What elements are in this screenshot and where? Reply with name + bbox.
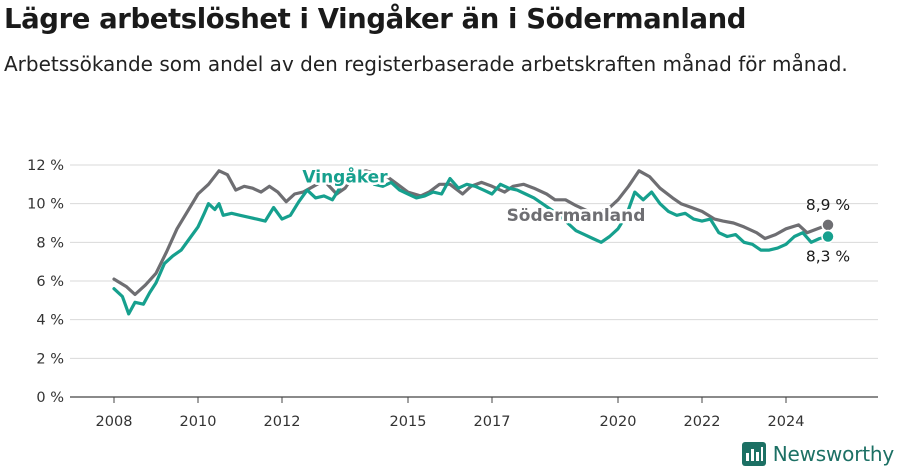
chart-subtitle: Arbetssökande som andel av den registerb…: [4, 52, 848, 76]
brand-name: Newsworthy: [772, 442, 894, 466]
x-tick-label: 2008: [96, 414, 133, 430]
series-line: [112, 169, 830, 297]
y-tick-label: 0 %: [36, 390, 64, 406]
end-value-label: 8,3 %: [806, 248, 850, 266]
series-label: Vingåker: [302, 165, 388, 187]
series-label: Södermanland: [507, 206, 646, 226]
brand[interactable]: Newsworthy: [741, 441, 894, 467]
x-tick-label: 2024: [768, 414, 805, 430]
series-end-point: [821, 229, 835, 244]
series-end-point: [821, 218, 835, 232]
end-value-label: 8,9 %: [806, 196, 850, 214]
x-tick-label: 2010: [180, 414, 217, 430]
y-tick-label: 2 %: [36, 351, 64, 367]
newsworthy-logo-icon: [741, 442, 766, 466]
x-tick-label: 2022: [684, 414, 721, 430]
x-tick-label: 2012: [264, 414, 301, 430]
y-tick-label: 6 %: [36, 274, 64, 290]
y-tick-label: 8 %: [36, 235, 64, 251]
chart-title: Lägre arbetslöshet i Vingåker än i Söder…: [4, 3, 747, 35]
x-tick-label: 2020: [600, 414, 637, 430]
y-tick-label: 4 %: [36, 313, 64, 329]
x-tick-label: 2017: [474, 414, 511, 430]
x-tick-label: 2015: [390, 414, 427, 430]
y-tick-label: 10 %: [27, 197, 64, 213]
y-tick-label: 12 %: [27, 158, 64, 174]
series-line: [112, 171, 830, 316]
